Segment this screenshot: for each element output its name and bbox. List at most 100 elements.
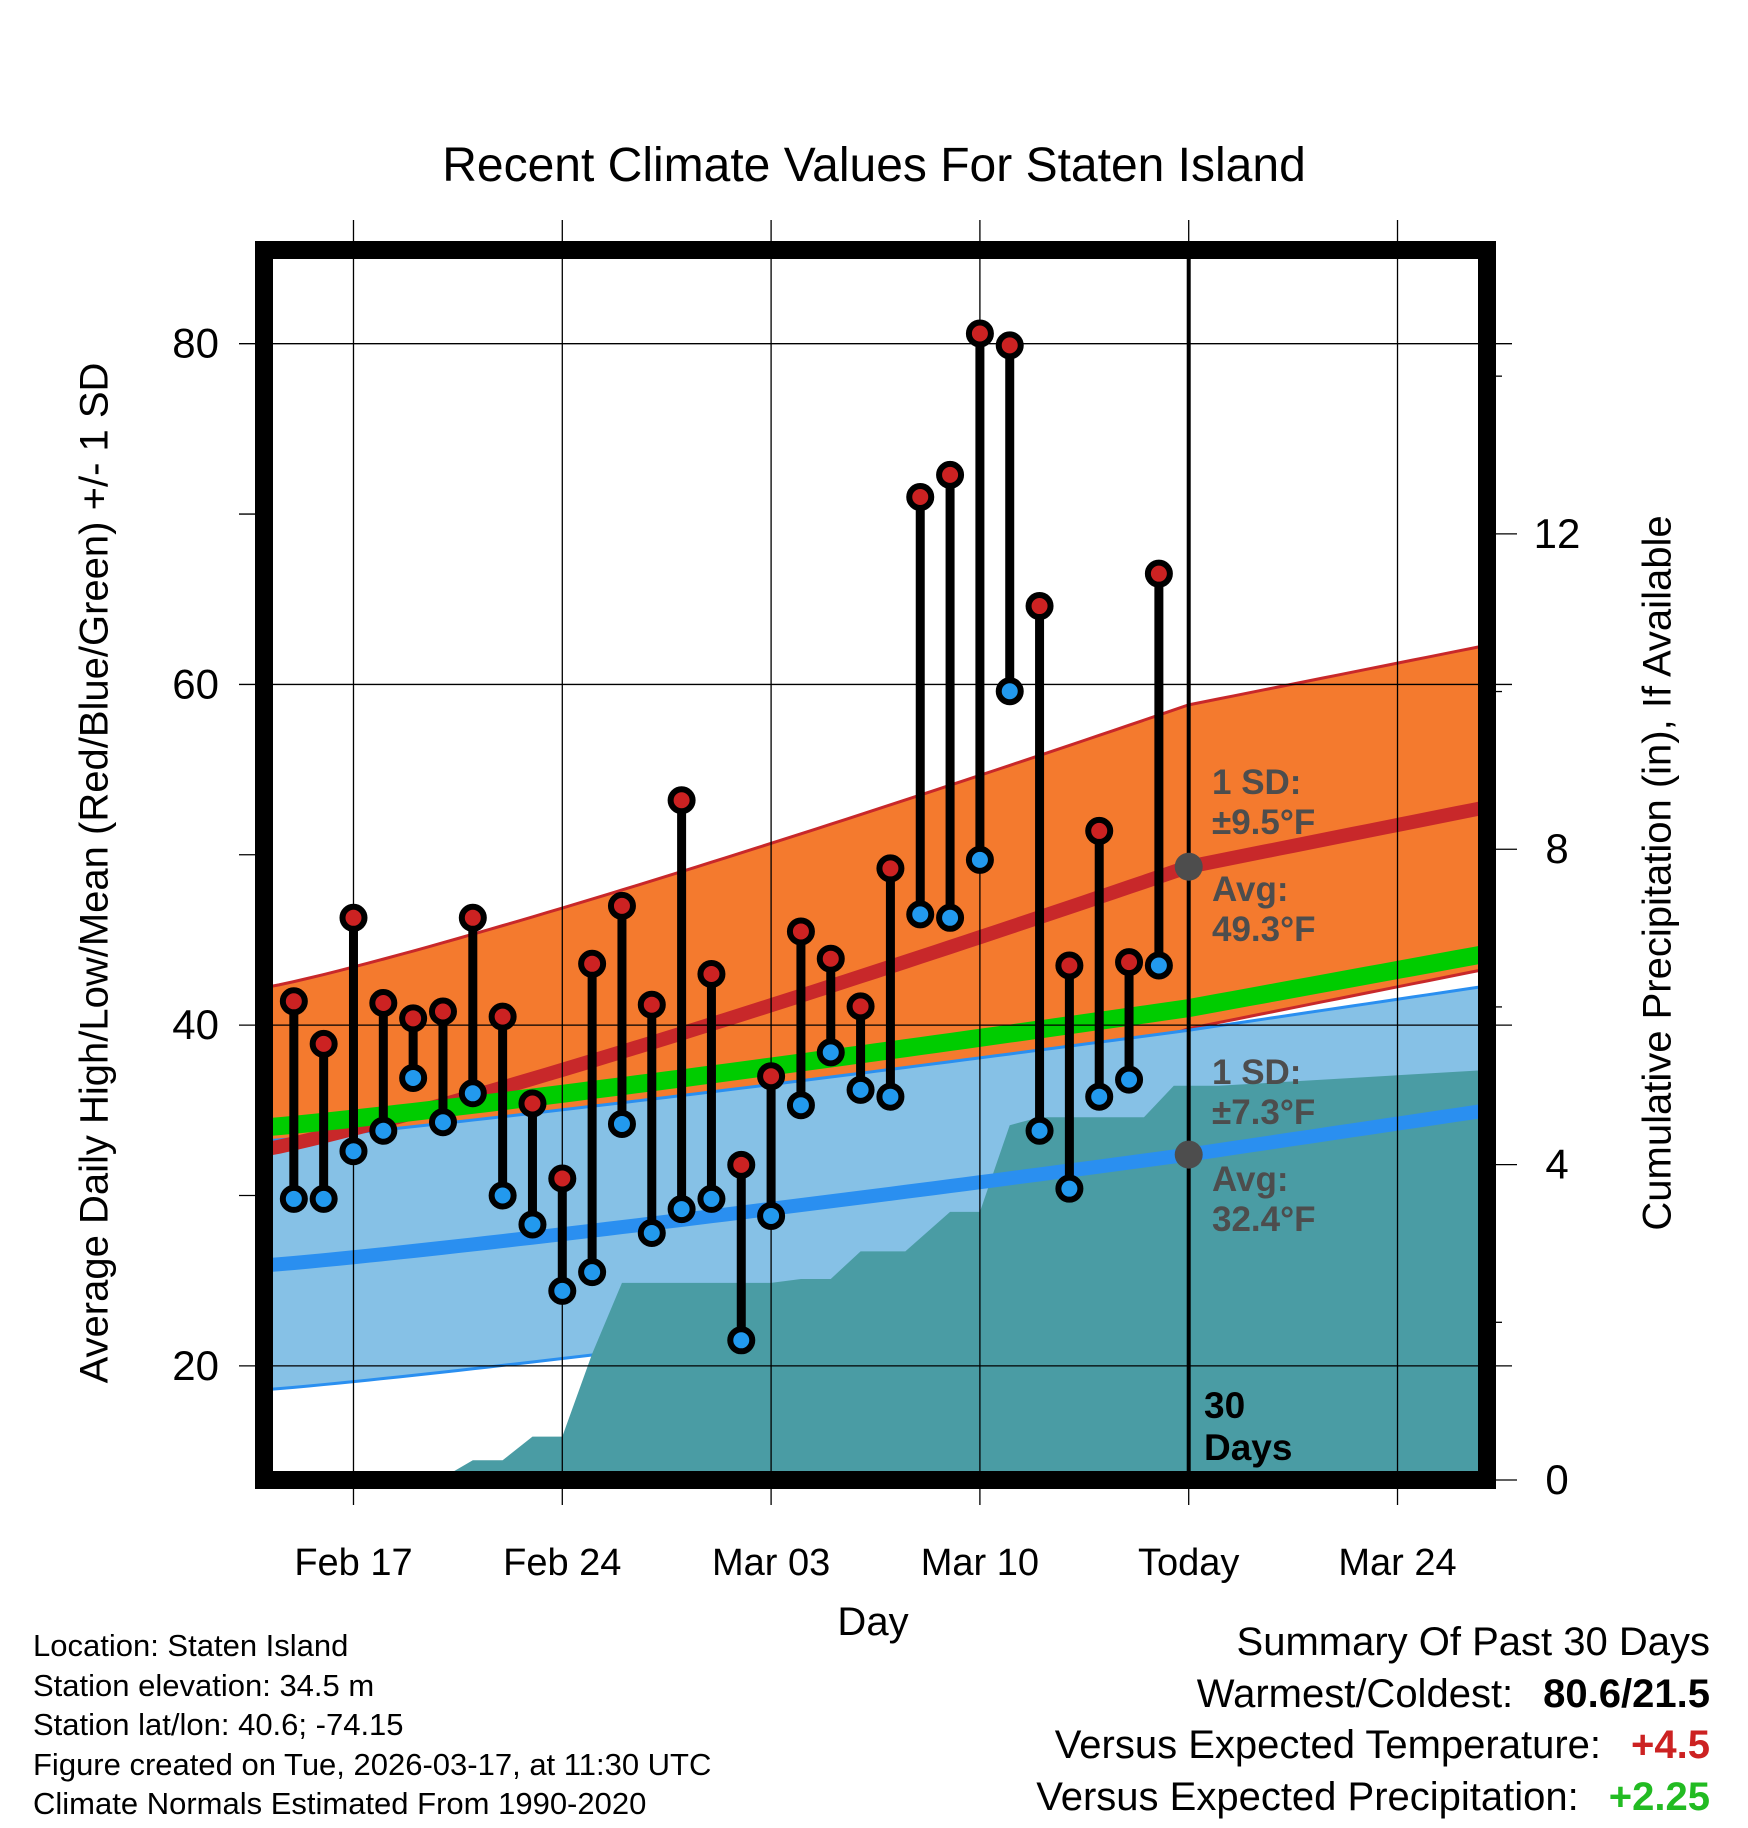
daily-low-point: [607, 1109, 636, 1138]
daily-high-point: [936, 460, 965, 489]
daily-high-point: [458, 903, 487, 932]
daily-high-point: [428, 997, 457, 1026]
footer-location: Location: Staten Island: [33, 1628, 349, 1663]
daily-low-point: [1055, 1174, 1084, 1203]
daily-high-point: [339, 903, 368, 932]
daily-low-point: [578, 1258, 607, 1287]
daily-high-point: [697, 960, 726, 989]
summary-warm-cold: Warmest/Coldest: 80.6/21.5: [1197, 1672, 1710, 1717]
high-avg-annotation: Avg: 49.3°F: [1212, 870, 1316, 950]
daily-high-point: [309, 1029, 338, 1058]
warm-cold-value: 80.6/21.5: [1543, 1672, 1710, 1716]
footer-normals: Climate Normals Estimated From 1990-2020: [33, 1786, 647, 1821]
daily-low-point: [399, 1063, 428, 1092]
x-tick-label: Mar 24: [1338, 1542, 1456, 1584]
daily-low-point: [339, 1137, 368, 1166]
daily-high-point: [995, 331, 1024, 360]
daily-low-point: [786, 1091, 815, 1120]
x-tick-label: Feb 17: [294, 1542, 412, 1584]
daily-high-point: [578, 949, 607, 978]
daily-low-point: [1144, 951, 1173, 980]
daily-low-point: [965, 845, 994, 874]
low-avg-value: 32.4°F: [1212, 1200, 1316, 1239]
daily-high-point: [786, 917, 815, 946]
daily-high-point: [279, 987, 308, 1016]
daily-high-point: [399, 1004, 428, 1033]
y2-tick-label: 12: [1534, 510, 1581, 557]
daily-low-point: [548, 1276, 577, 1305]
daily-low-point: [667, 1195, 696, 1224]
temp-anomaly-value: +4.5: [1631, 1723, 1710, 1767]
y-tick-label: 40: [172, 1001, 219, 1048]
daily-high-point: [876, 854, 905, 883]
y2-axis-label: Cumulative Precipitation (in), If Availa…: [1635, 515, 1680, 1231]
low-avg-annotation: Avg: 32.4°F: [1212, 1160, 1316, 1240]
daily-high-point: [1115, 948, 1144, 977]
temp-label: Versus Expected Temperature:: [1054, 1723, 1602, 1767]
cumulative-precip-area: [335, 1070, 1487, 1480]
high-avg-label: Avg:: [1212, 870, 1289, 909]
daily-high-point: [1144, 559, 1173, 588]
x-tick-label: Today: [1138, 1542, 1239, 1584]
daily-low-point: [1115, 1065, 1144, 1094]
daily-low-point: [846, 1075, 875, 1104]
daily-high-point: [518, 1089, 547, 1118]
daily-high-point: [727, 1150, 756, 1179]
daily-low-point: [518, 1210, 547, 1239]
daily-low-point: [488, 1181, 517, 1210]
precip-anomaly-value: +2.25: [1608, 1775, 1710, 1819]
days-word: Days: [1204, 1427, 1293, 1468]
low-sd-value: ±7.3°F: [1212, 1093, 1316, 1132]
precip-label: Versus Expected Precipitation:: [1036, 1775, 1579, 1819]
days-annotation: 30 Days: [1204, 1385, 1292, 1469]
high-sd-value: ±9.5°F: [1212, 803, 1316, 842]
daily-high-point: [816, 944, 845, 973]
high-avg-value: 49.3°F: [1212, 910, 1316, 949]
daily-low-point: [816, 1038, 845, 1067]
chart-title: Recent Climate Values For Staten Island: [442, 139, 1306, 192]
daily-low-point: [995, 677, 1024, 706]
daily-low-point: [1085, 1082, 1114, 1111]
daily-low-point: [697, 1184, 726, 1213]
footer-latlon: Station lat/lon: 40.6; -74.15: [33, 1707, 404, 1742]
y-tick-label: 60: [172, 660, 219, 707]
y-tick-label: 20: [172, 1342, 219, 1389]
y-tick-label: 80: [172, 320, 219, 367]
y2-tick-label: 4: [1545, 1141, 1568, 1188]
daily-low-point: [369, 1116, 398, 1145]
daily-low-point: [279, 1184, 308, 1213]
daily-high-point: [757, 1062, 786, 1091]
footer-elevation: Station elevation: 34.5 m: [33, 1668, 375, 1703]
daily-low-point: [458, 1079, 487, 1108]
low-avg-label: Avg:: [1212, 1160, 1289, 1199]
daily-high-point: [846, 992, 875, 1021]
daily-low-point: [757, 1201, 786, 1230]
daily-low-point: [428, 1108, 457, 1137]
daily-low-point: [309, 1184, 338, 1213]
x-axis-label: Day: [837, 1600, 909, 1644]
daily-high-point: [1025, 592, 1054, 621]
daily-low-point: [906, 900, 935, 929]
daily-high-point: [637, 990, 666, 1019]
y-axis-label: Average Daily High/Low/Mean (Red/Blue/Gr…: [72, 362, 117, 1384]
x-tick-label: Mar 10: [921, 1542, 1039, 1584]
footer-created: Figure created on Tue, 2026-03-17, at 11…: [33, 1747, 712, 1782]
summary-precip: Versus Expected Precipitation: +2.25: [1036, 1775, 1710, 1820]
x-tick-label: Feb 24: [503, 1542, 621, 1584]
daily-high-point: [667, 786, 696, 815]
today-low-avg-marker: [1174, 1140, 1203, 1169]
days-number: 30: [1204, 1385, 1246, 1426]
y2-tick-label: 8: [1545, 825, 1568, 872]
daily-high-point: [488, 1002, 517, 1031]
summary-temp: Versus Expected Temperature: +4.5: [1055, 1723, 1710, 1768]
daily-low-point: [637, 1218, 666, 1247]
daily-high-point: [607, 891, 636, 920]
daily-high-point: [369, 988, 398, 1017]
warm-cold-label: Warmest/Coldest:: [1196, 1672, 1514, 1716]
low-sd-band-upper-edge: [264, 984, 1487, 1143]
daily-high-point: [965, 319, 994, 348]
high-sd-annotation: 1 SD: ±9.5°F: [1212, 763, 1315, 843]
daily-high-point: [1085, 816, 1114, 845]
daily-low-point: [1025, 1116, 1054, 1145]
